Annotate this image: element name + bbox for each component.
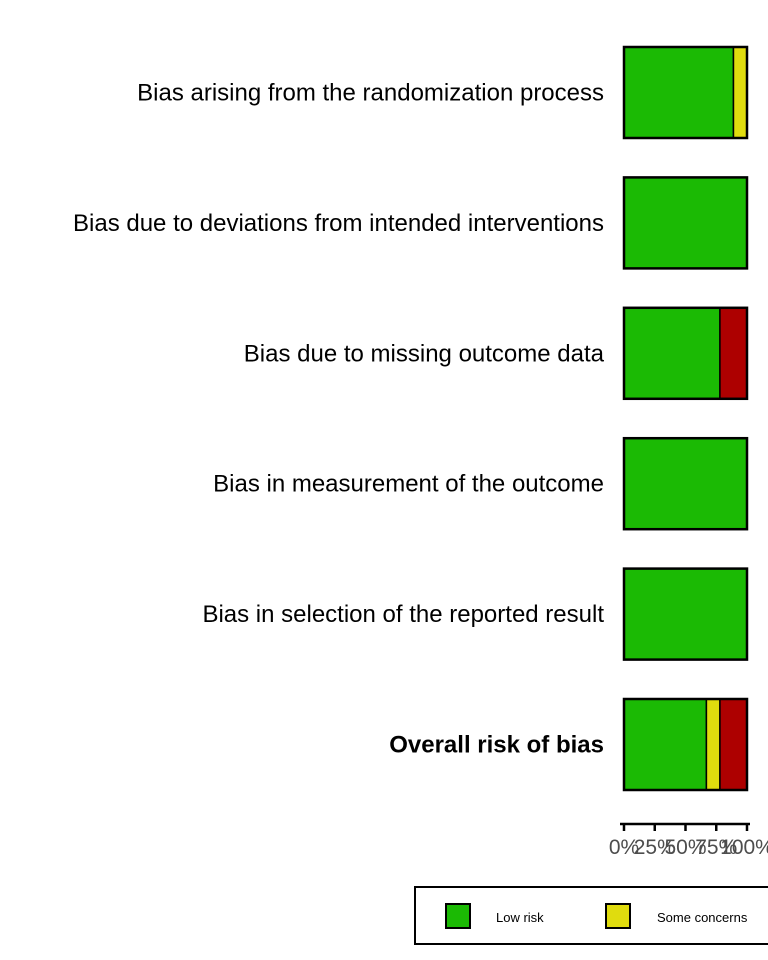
bar-outline [622,436,749,531]
x-tick-label: 25% [634,836,676,859]
bar-segment [623,46,735,139]
bar-segment [623,698,708,791]
legend-swatch [445,903,471,929]
x-tick-label: 50% [664,836,706,859]
x-axis: 0%25%50%75%100% [609,822,768,859]
bar-row: Bias in selection of the reported result [202,567,749,661]
legend-swatch [605,903,631,929]
category-label: Overall risk of bias [389,732,604,759]
category-label: Bias arising from the randomization proc… [137,80,604,107]
bar-segment [623,437,748,530]
bar-outline [622,176,749,270]
bar-row: Bias due to deviations from intended int… [73,176,749,270]
bar-segment [719,698,748,791]
bar-row: Bias arising from the randomization proc… [137,45,749,140]
bar-segment [623,307,721,400]
bar-outline [622,567,749,661]
legend-label: Low risk [496,910,544,925]
bar-segment [623,176,748,270]
bar-outline [622,306,749,401]
x-tick-label: 75% [695,836,737,859]
category-label: Bias in measurement of the outcome [213,471,604,498]
legend-box [414,886,768,945]
bar-row: Bias in measurement of the outcome [213,436,749,531]
category-label: Bias due to missing outcome data [244,340,605,367]
bar-row: Bias due to missing outcome data [244,306,749,401]
bar-segment [623,567,748,661]
category-label: Bias due to deviations from intended int… [73,210,604,237]
x-tick-label: 100% [720,836,768,859]
bar-segment [719,307,748,400]
category-label: Bias in selection of the reported result [202,601,604,628]
bar-row: Overall risk of bias [389,697,749,792]
legend-label: Some concerns [657,910,748,925]
bar-outline [622,697,749,792]
bar-rows: Bias arising from the randomization proc… [73,45,749,792]
bar-outline [622,45,749,140]
legend: Low risk Some concerns [414,886,768,945]
x-tick-label: 0% [609,836,639,859]
bar-segment [732,46,748,139]
bar-segment [705,698,721,791]
